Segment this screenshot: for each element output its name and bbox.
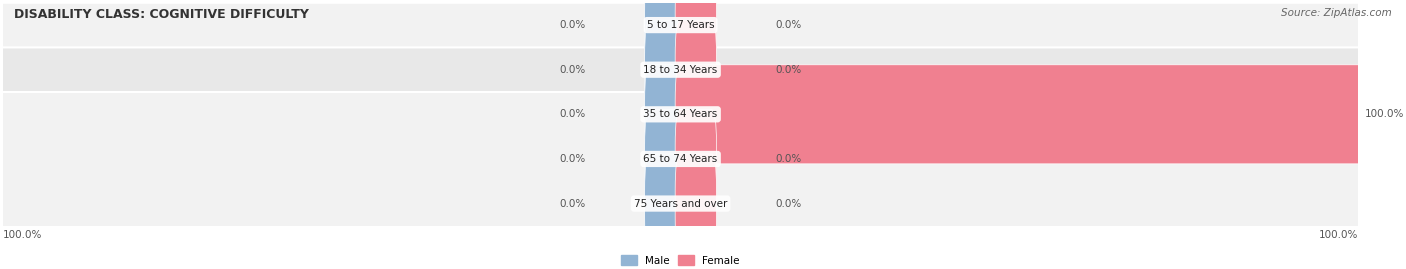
FancyBboxPatch shape [675,20,717,119]
Legend: Male, Female: Male, Female [617,251,744,269]
FancyBboxPatch shape [0,3,1372,226]
FancyBboxPatch shape [0,47,1372,269]
Text: DISABILITY CLASS: COGNITIVE DIFFICULTY: DISABILITY CLASS: COGNITIVE DIFFICULTY [14,8,309,21]
FancyBboxPatch shape [0,0,1372,181]
FancyBboxPatch shape [645,154,686,253]
FancyBboxPatch shape [645,65,686,164]
FancyBboxPatch shape [0,92,1372,269]
Text: 0.0%: 0.0% [776,154,801,164]
Text: 100.0%: 100.0% [1365,109,1405,119]
Text: 0.0%: 0.0% [560,20,586,30]
Text: Source: ZipAtlas.com: Source: ZipAtlas.com [1281,8,1392,18]
Text: 35 to 64 Years: 35 to 64 Years [644,109,717,119]
Text: 100.0%: 100.0% [3,230,42,240]
Text: 65 to 74 Years: 65 to 74 Years [644,154,717,164]
FancyBboxPatch shape [675,154,717,253]
FancyBboxPatch shape [645,0,686,75]
Text: 0.0%: 0.0% [560,154,586,164]
Text: 5 to 17 Years: 5 to 17 Years [647,20,714,30]
Text: 0.0%: 0.0% [776,65,801,75]
FancyBboxPatch shape [645,109,686,208]
Text: 0.0%: 0.0% [776,20,801,30]
Text: 0.0%: 0.0% [560,109,586,119]
Text: 0.0%: 0.0% [560,199,586,208]
Text: 18 to 34 Years: 18 to 34 Years [644,65,717,75]
FancyBboxPatch shape [0,0,1372,137]
FancyBboxPatch shape [675,109,717,208]
Text: 100.0%: 100.0% [1319,230,1358,240]
FancyBboxPatch shape [645,20,686,119]
Text: 0.0%: 0.0% [776,199,801,208]
FancyBboxPatch shape [675,0,717,75]
FancyBboxPatch shape [675,65,1364,164]
Text: 0.0%: 0.0% [560,65,586,75]
Text: 75 Years and over: 75 Years and over [634,199,727,208]
